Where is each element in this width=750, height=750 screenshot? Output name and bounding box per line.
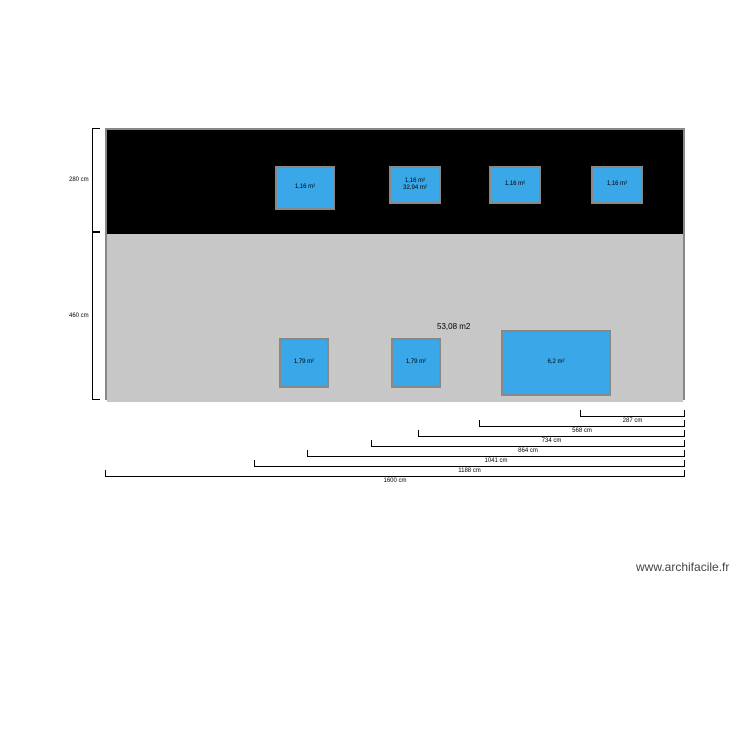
vertical-dimension: 460 cm	[92, 232, 100, 400]
dimension-label: 280 cm	[69, 177, 89, 183]
horizontal-dimension: 734 cm	[418, 430, 685, 437]
plan-outline: 53,08 m2 1,16 m² 1,16 m² 32,94 m² 1,16 m² 1…	[105, 128, 685, 400]
watermark: www.archifacile.fr	[636, 560, 729, 574]
bottom-room: 1,79 m²	[279, 338, 329, 388]
horizontal-dimension: 568 cm	[479, 420, 685, 427]
room-area-label: 1,16 m² 32,94 m²	[403, 178, 427, 192]
bottom-room: 1,79 m²	[391, 338, 441, 388]
bottom-room: 6,2 m²	[501, 330, 611, 396]
room-area-label: 1,16 m²	[607, 181, 627, 188]
total-area-label: 53,08 m2	[437, 322, 470, 331]
room-area-label: 1,79 m²	[406, 359, 426, 366]
floor-plan: 53,08 m2 1,16 m² 1,16 m² 32,94 m² 1,16 m² 1…	[105, 128, 685, 400]
room-area-label: 1,16 m²	[295, 184, 315, 191]
horizontal-dimension: 864 cm	[371, 440, 685, 447]
room-area-label: 6,2 m²	[547, 359, 564, 366]
vertical-dimension: 280 cm	[92, 128, 100, 232]
top-room: 1,16 m² 32,94 m²	[389, 166, 441, 204]
dimension-label: 460 cm	[69, 313, 89, 319]
horizontal-dimension: 287 cm	[580, 410, 685, 417]
horizontal-dimension: 1041 cm	[307, 450, 685, 457]
dimension-label: 1600 cm	[383, 478, 406, 484]
room-area-label: 1,79 m²	[294, 359, 314, 366]
room-area-label: 1,16 m²	[505, 181, 525, 188]
horizontal-dimension: 1188 cm	[254, 460, 685, 467]
top-room: 1,16 m²	[591, 166, 643, 204]
top-room: 1,16 m²	[275, 166, 335, 210]
top-room: 1,16 m²	[489, 166, 541, 204]
horizontal-dimension: 1600 cm	[105, 470, 685, 477]
